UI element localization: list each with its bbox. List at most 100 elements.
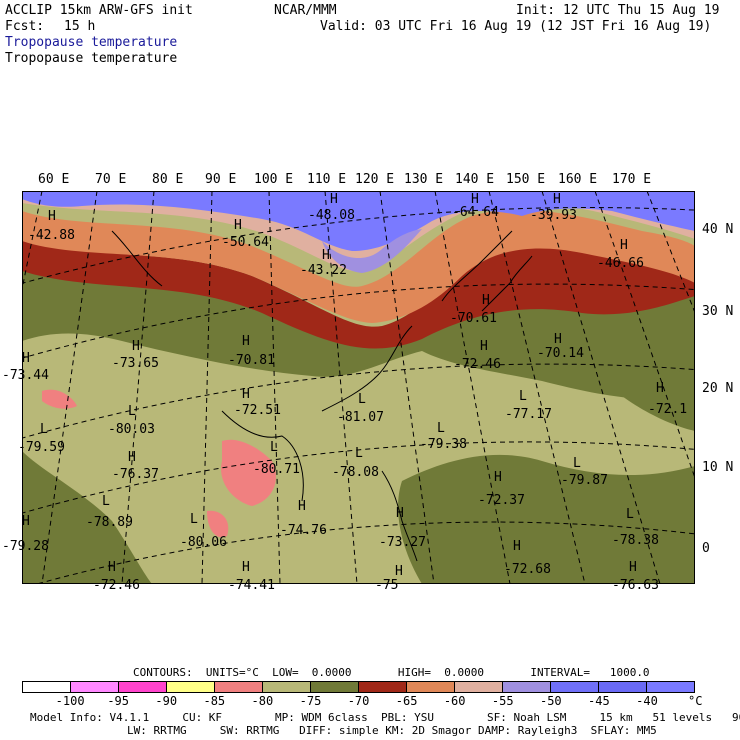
low-marker: L	[573, 456, 581, 471]
legend-swatch	[647, 682, 694, 692]
forecast-hour: 15 h	[64, 19, 96, 34]
extremum-value: -73.44	[2, 368, 49, 383]
legend-level-label: -90	[155, 694, 178, 708]
low-marker: L	[519, 389, 527, 404]
extremum-value: -43.22	[300, 263, 347, 278]
legend-swatch	[215, 682, 263, 692]
low-marker: L	[270, 440, 278, 455]
cold-patch-3	[207, 510, 229, 538]
high-marker: H	[22, 351, 30, 366]
extremum-value: -78.08	[332, 465, 379, 480]
latitude-label: 30 N	[702, 304, 734, 319]
extremum-value: -77.17	[505, 407, 552, 422]
extremum-value: -72.46	[454, 357, 501, 372]
extremum-value: -70.14	[537, 346, 584, 361]
blue-region	[22, 191, 695, 251]
longitude-label: 130 E	[404, 172, 444, 187]
low-marker: L	[437, 421, 445, 436]
high-marker: H	[513, 539, 521, 554]
high-marker: H	[656, 381, 664, 396]
coastline-asia	[111, 230, 513, 502]
extremum-value: -80.03	[108, 422, 155, 437]
forecast-label: Fcst:	[5, 19, 45, 34]
high-marker: H	[298, 499, 306, 514]
high-marker: H	[554, 332, 562, 347]
legend-swatch	[551, 682, 599, 692]
extremum-value: -42.88	[28, 228, 75, 243]
high-marker: H	[629, 560, 637, 575]
legend-unit: °C	[688, 694, 703, 708]
lavender-edge	[322, 229, 422, 273]
high-marker: H	[242, 387, 250, 402]
extremum-value: -72.46	[93, 578, 140, 593]
legend-level-label: -50	[539, 694, 562, 708]
valid-time: Valid: 03 UTC Fri 16 Aug 19 (12 JST Fri …	[320, 19, 712, 34]
longitude-label: 160 E	[558, 172, 598, 187]
legend-swatch	[263, 682, 311, 692]
extremum-value: -74.41	[228, 578, 275, 593]
field-title-1: Tropopause temperature	[5, 35, 178, 50]
legend-level-label: -85	[203, 694, 226, 708]
longitude-label: 140 E	[455, 172, 495, 187]
extremum-value: -79.38	[420, 437, 467, 452]
latitude-label: 20 N	[702, 381, 734, 396]
high-marker: H	[395, 564, 403, 579]
latitude-label: 10 N	[702, 460, 734, 475]
longitude-label: 120 E	[355, 172, 395, 187]
longitude-label: 60 E	[38, 172, 70, 187]
low-marker: L	[358, 392, 366, 407]
legend-swatch	[599, 682, 647, 692]
model-title: ACCLIP 15km ARW-GFS init	[5, 3, 193, 18]
olive-band-south	[398, 454, 695, 584]
extremum-value: -73.27	[379, 535, 426, 550]
extremum-value: -79.59	[18, 440, 65, 455]
tropopause-temperature-map	[22, 191, 695, 584]
extremum-value: -80.71	[253, 462, 300, 477]
extremum-value: -48.08	[308, 208, 355, 223]
extremum-value: -46.66	[597, 256, 644, 271]
longitude-label: 150 E	[506, 172, 546, 187]
high-marker: H	[132, 339, 140, 354]
extremum-value: -72.51	[234, 403, 281, 418]
legend-swatch	[455, 682, 503, 692]
latitude-label: 0	[702, 541, 710, 556]
extremum-value: -76.63	[612, 578, 659, 593]
cold-patch-1	[221, 439, 276, 506]
legend-swatch	[119, 682, 167, 692]
extremum-value: -70.61	[450, 311, 497, 326]
extremum-value: -70.81	[228, 353, 275, 368]
high-marker: H	[108, 560, 116, 575]
high-marker: H	[396, 506, 404, 521]
extremum-value: -80.06	[180, 535, 227, 550]
legend-swatch	[71, 682, 119, 692]
extremum-value: -72.1	[648, 402, 688, 417]
legend-swatch	[311, 682, 359, 692]
extremum-value: -73.65	[112, 356, 159, 371]
center-name: NCAR/MMM	[274, 3, 337, 18]
high-marker: H	[48, 209, 56, 224]
longitude-label: 70 E	[95, 172, 127, 187]
meridians	[22, 191, 695, 584]
extremum-value: -64.64	[452, 205, 499, 220]
parallels	[22, 207, 695, 584]
longitude-label: 110 E	[307, 172, 347, 187]
extremum-value: -50.64	[222, 235, 269, 250]
cold-patch-2	[42, 389, 77, 409]
extremum-value: -79.28	[2, 539, 49, 554]
low-marker: L	[102, 494, 110, 509]
extremum-value: -76.37	[112, 467, 159, 482]
high-marker: H	[234, 218, 242, 233]
red-band	[22, 239, 695, 349]
extremum-value: -74.76	[280, 523, 327, 538]
legend-level-label: -80	[251, 694, 274, 708]
longitude-label: 100 E	[254, 172, 294, 187]
legend-swatch	[167, 682, 215, 692]
model-info-line1: Model Info: V4.1.1 CU: KF MP: WDM 6class…	[30, 711, 740, 724]
high-marker: H	[471, 192, 479, 207]
longitude-label: 170 E	[612, 172, 652, 187]
high-marker: H	[128, 450, 136, 465]
legend-level-label: -100	[55, 694, 85, 708]
olive-band-north	[22, 263, 695, 400]
field-title-2: Tropopause temperature	[5, 51, 178, 66]
legend-swatch	[407, 682, 455, 692]
